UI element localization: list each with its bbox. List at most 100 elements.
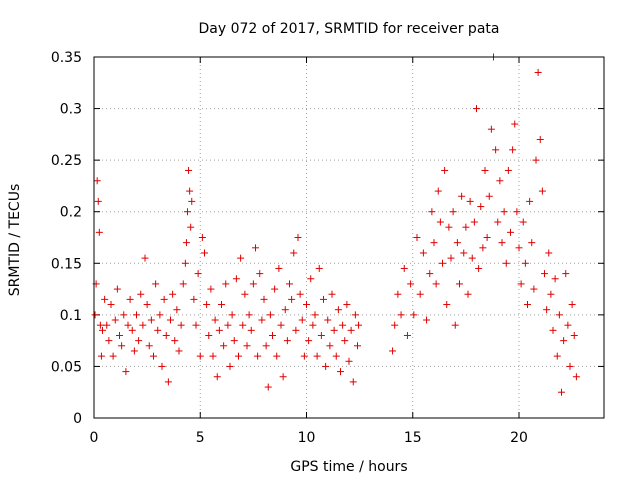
data-points — [91, 53, 580, 396]
data-point — [507, 228, 514, 236]
data-point — [187, 223, 195, 231]
data-point — [464, 290, 472, 298]
data-point — [239, 321, 247, 329]
data-point — [397, 311, 405, 319]
y-axis-label: SRMTID / TECUs — [7, 184, 23, 297]
data-point — [303, 301, 310, 309]
data-point — [309, 321, 317, 329]
data-point — [107, 301, 115, 309]
data-point — [543, 306, 551, 314]
data-point — [103, 321, 111, 329]
data-point — [551, 275, 559, 283]
data-point — [232, 275, 240, 283]
data-point — [273, 352, 281, 360]
data-point — [410, 311, 418, 319]
chart-title: Day 072 of 2017, SRMTID for receiver pat… — [199, 21, 500, 37]
data-point — [430, 239, 438, 247]
data-point — [260, 295, 268, 303]
data-point — [158, 362, 166, 370]
data-point — [124, 321, 132, 329]
data-point — [145, 342, 153, 350]
data-point — [545, 249, 553, 257]
data-point — [111, 316, 119, 324]
data-point — [150, 352, 157, 360]
data-point — [487, 125, 495, 133]
data-point — [451, 321, 459, 329]
data-point — [460, 249, 468, 257]
data-point — [181, 259, 189, 267]
data-point — [128, 326, 136, 334]
data-point — [192, 321, 200, 329]
data-point — [416, 290, 424, 298]
data-point — [441, 166, 449, 174]
data-point — [530, 285, 538, 293]
data-point — [320, 295, 327, 303]
data-point — [173, 306, 181, 314]
data-point — [555, 311, 563, 319]
data-point — [249, 280, 257, 288]
data-point — [354, 342, 361, 350]
data-point — [290, 249, 298, 257]
data-point — [245, 311, 253, 319]
data-point — [538, 187, 546, 195]
data-point — [198, 234, 206, 241]
data-point — [185, 166, 193, 174]
data-point — [283, 337, 291, 345]
data-point — [137, 290, 145, 298]
data-point — [120, 311, 128, 319]
data-point — [447, 254, 455, 262]
data-point — [558, 388, 565, 396]
data-point — [553, 352, 561, 360]
data-point — [94, 197, 102, 205]
data-point — [509, 146, 517, 154]
data-point — [209, 352, 217, 360]
data-point — [332, 352, 340, 360]
axis-ticks: 0 5 10 15 20 0 0.05 0.1 0.15 0.2 0.25 0.3 0.35 — [51, 50, 604, 446]
data-point — [337, 368, 344, 376]
data-point — [188, 197, 196, 205]
data-point — [230, 337, 238, 345]
data-point — [572, 373, 580, 381]
data-point — [101, 295, 109, 303]
x-tick-label: 10 — [298, 430, 316, 446]
data-point — [462, 223, 470, 231]
data-point — [407, 280, 415, 288]
data-point — [481, 166, 489, 174]
data-point — [97, 352, 105, 360]
data-point — [213, 373, 221, 381]
data-point — [156, 311, 164, 319]
data-point — [477, 203, 485, 211]
data-point — [343, 301, 351, 309]
y-tick-label: 0.3 — [60, 102, 82, 118]
data-point — [475, 264, 483, 272]
data-point — [449, 208, 457, 216]
data-point — [500, 208, 508, 216]
data-point — [211, 316, 219, 324]
data-point — [292, 326, 300, 334]
y-tick-label: 0.25 — [51, 153, 82, 169]
data-point — [288, 295, 296, 303]
data-point — [479, 244, 487, 252]
data-point — [196, 352, 204, 360]
data-point — [167, 316, 174, 324]
data-point — [95, 228, 103, 236]
data-point — [271, 285, 279, 293]
data-point — [182, 239, 190, 247]
data-point — [141, 254, 149, 262]
data-point — [566, 362, 574, 370]
data-point — [218, 301, 225, 309]
data-point — [207, 285, 215, 293]
data-point — [428, 208, 436, 216]
data-point — [113, 285, 121, 293]
data-point — [534, 68, 542, 76]
data-point — [391, 321, 399, 329]
y-tick-label: 0 — [73, 411, 82, 427]
data-point — [498, 239, 506, 247]
data-point — [254, 352, 262, 360]
data-point — [519, 218, 527, 226]
x-tick-label: 15 — [404, 430, 422, 446]
data-point — [215, 326, 223, 334]
data-point — [389, 347, 397, 355]
data-point — [349, 378, 357, 386]
